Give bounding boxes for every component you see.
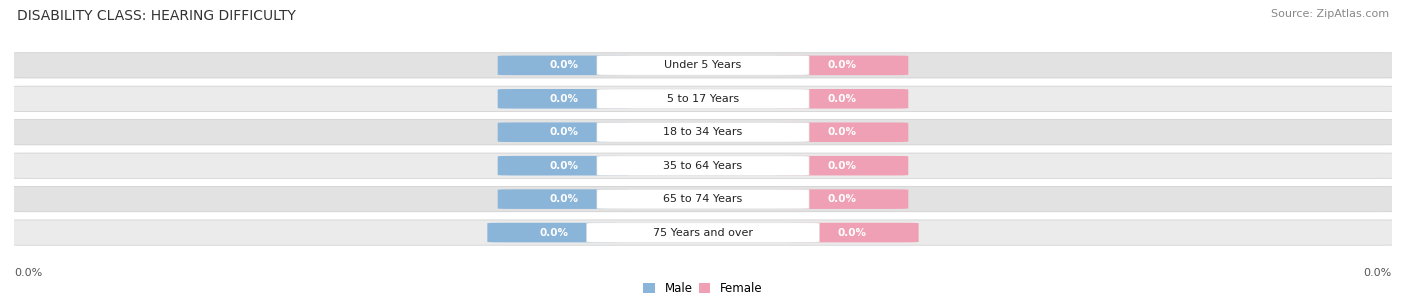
FancyBboxPatch shape (498, 156, 630, 175)
Text: 75 Years and over: 75 Years and over (652, 228, 754, 237)
FancyBboxPatch shape (598, 156, 808, 175)
FancyBboxPatch shape (598, 56, 808, 75)
FancyBboxPatch shape (586, 223, 820, 242)
Text: 0.0%: 0.0% (550, 94, 578, 104)
FancyBboxPatch shape (786, 223, 918, 242)
Text: 0.0%: 0.0% (550, 60, 578, 70)
Legend: Male, Female: Male, Female (638, 277, 768, 299)
FancyBboxPatch shape (598, 189, 808, 209)
Text: 0.0%: 0.0% (14, 268, 42, 278)
FancyBboxPatch shape (598, 89, 808, 109)
Text: 65 to 74 Years: 65 to 74 Years (664, 194, 742, 204)
Text: Under 5 Years: Under 5 Years (665, 60, 741, 70)
Text: 18 to 34 Years: 18 to 34 Years (664, 127, 742, 137)
Text: Source: ZipAtlas.com: Source: ZipAtlas.com (1271, 9, 1389, 19)
Text: 0.0%: 0.0% (550, 194, 578, 204)
Text: 5 to 17 Years: 5 to 17 Years (666, 94, 740, 104)
FancyBboxPatch shape (498, 123, 630, 142)
FancyBboxPatch shape (3, 86, 1403, 112)
FancyBboxPatch shape (498, 189, 630, 209)
FancyBboxPatch shape (776, 156, 908, 175)
FancyBboxPatch shape (3, 119, 1403, 145)
FancyBboxPatch shape (776, 123, 908, 142)
Text: 0.0%: 0.0% (828, 127, 856, 137)
FancyBboxPatch shape (498, 89, 630, 109)
FancyBboxPatch shape (3, 53, 1403, 78)
FancyBboxPatch shape (3, 220, 1403, 245)
FancyBboxPatch shape (776, 189, 908, 209)
Text: 0.0%: 0.0% (828, 60, 856, 70)
Text: 0.0%: 0.0% (828, 94, 856, 104)
FancyBboxPatch shape (598, 123, 808, 142)
FancyBboxPatch shape (776, 89, 908, 109)
FancyBboxPatch shape (488, 223, 620, 242)
Text: 0.0%: 0.0% (828, 194, 856, 204)
Text: DISABILITY CLASS: HEARING DIFFICULTY: DISABILITY CLASS: HEARING DIFFICULTY (17, 9, 295, 23)
Text: 0.0%: 0.0% (550, 161, 578, 171)
Text: 0.0%: 0.0% (1364, 268, 1392, 278)
Text: 0.0%: 0.0% (538, 228, 568, 237)
FancyBboxPatch shape (3, 153, 1403, 178)
FancyBboxPatch shape (776, 56, 908, 75)
Text: 0.0%: 0.0% (550, 127, 578, 137)
FancyBboxPatch shape (498, 56, 630, 75)
FancyBboxPatch shape (3, 186, 1403, 212)
Text: 35 to 64 Years: 35 to 64 Years (664, 161, 742, 171)
Text: 0.0%: 0.0% (838, 228, 868, 237)
Text: 0.0%: 0.0% (828, 161, 856, 171)
